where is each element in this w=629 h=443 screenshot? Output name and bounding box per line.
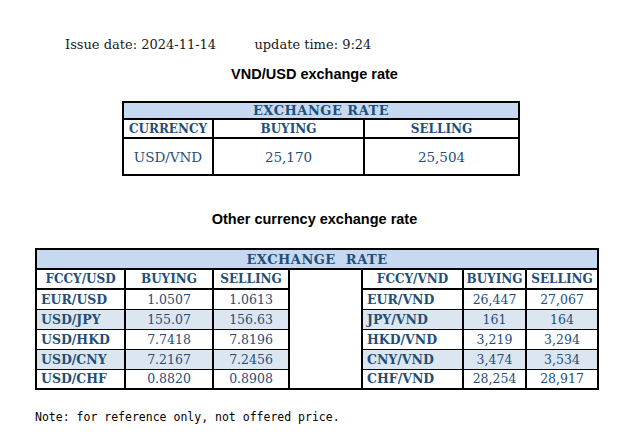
- separator-column: [289, 269, 362, 389]
- selling-rate-cell: 28,917: [526, 369, 598, 389]
- other-currency-rate-table: EXCHANGE RATE FCCY/USD BUYING SELLING FC…: [35, 248, 599, 390]
- selling-rate-cell: 1.0613: [213, 289, 289, 309]
- selling-rate-cell: 27,067: [526, 289, 598, 309]
- usd-table-title: VND/USD exchange rate: [0, 66, 629, 82]
- buying-rate-cell: 155.07: [125, 309, 213, 329]
- currency-pair-cell: USD/JPY: [36, 309, 125, 329]
- column-header-selling-left: SELLING: [213, 269, 289, 289]
- currency-pair-cell: USD/CNY: [36, 349, 125, 369]
- column-header-fccy-vnd: FCCY/VND: [362, 269, 463, 289]
- column-header-fccy-usd: FCCY/USD: [36, 269, 125, 289]
- buying-rate-cell: 1.0507: [125, 289, 213, 309]
- reference-note: Note: for reference only, not offered pr…: [35, 410, 340, 424]
- buying-rate-cell: 7.7418: [125, 329, 213, 349]
- currency-pair-cell: USD/CHF: [36, 369, 125, 389]
- selling-rate-cell: 7.8196: [213, 329, 289, 349]
- usd-vnd-rate-table: EXCHANGE RATE CURRENCY BUYING SELLING US…: [122, 101, 520, 176]
- column-header-buying-right: BUYING: [463, 269, 526, 289]
- buying-rate-cell: 28,254: [463, 369, 526, 389]
- column-header-selling: SELLING: [364, 119, 519, 138]
- report-meta: Issue date: 2024-11-14 update time: 9:24: [65, 37, 371, 52]
- currency-pair-cell: HKD/VND: [362, 329, 463, 349]
- table-row: EXCHANGE RATE: [123, 102, 519, 119]
- table-row: EXCHANGE RATE: [36, 249, 598, 269]
- buying-rate-cell: 7.2167: [125, 349, 213, 369]
- buying-rate-cell: 161: [463, 309, 526, 329]
- buying-rate-cell: 0.8820: [125, 369, 213, 389]
- currency-pair-cell: USD/HKD: [36, 329, 125, 349]
- selling-rate-cell: 164: [526, 309, 598, 329]
- table-row: USD/VND 25,170 25,504: [123, 138, 519, 175]
- selling-rate-cell: 7.2456: [213, 349, 289, 369]
- currency-pair-cell: EUR/USD: [36, 289, 125, 309]
- currency-pair-cell: CHF/VND: [362, 369, 463, 389]
- update-time-label: update time:: [254, 37, 338, 52]
- column-header-buying: BUYING: [213, 119, 364, 138]
- other-table-title: Other currency exchange rate: [0, 211, 629, 227]
- table-row: CURRENCY BUYING SELLING: [123, 119, 519, 138]
- table-title-band: EXCHANGE RATE: [123, 102, 519, 119]
- selling-rate-cell: 25,504: [364, 138, 519, 175]
- table-title-band: EXCHANGE RATE: [36, 249, 598, 269]
- buying-rate-cell: 26,447: [463, 289, 526, 309]
- selling-rate-cell: 3,294: [526, 329, 598, 349]
- currency-pair-cell: CNY/VND: [362, 349, 463, 369]
- table-row: FCCY/USD BUYING SELLING FCCY/VND BUYING …: [36, 269, 598, 289]
- column-header-selling-right: SELLING: [526, 269, 598, 289]
- selling-rate-cell: 0.8908: [213, 369, 289, 389]
- issue-date-label: Issue date:: [65, 37, 137, 52]
- buying-rate-cell: 25,170: [213, 138, 364, 175]
- buying-rate-cell: 3,219: [463, 329, 526, 349]
- currency-pair-cell: JPY/VND: [362, 309, 463, 329]
- column-header-buying-left: BUYING: [125, 269, 213, 289]
- currency-pair-cell: EUR/VND: [362, 289, 463, 309]
- selling-rate-cell: 3,534: [526, 349, 598, 369]
- exchange-rate-report: Issue date: 2024-11-14 update time: 9:24…: [0, 0, 629, 443]
- currency-pair-cell: USD/VND: [123, 138, 213, 175]
- selling-rate-cell: 156.63: [213, 309, 289, 329]
- update-time-value: 9:24: [342, 37, 371, 52]
- issue-date-value: 2024-11-14: [141, 37, 216, 52]
- column-header-currency: CURRENCY: [123, 119, 213, 138]
- buying-rate-cell: 3,474: [463, 349, 526, 369]
